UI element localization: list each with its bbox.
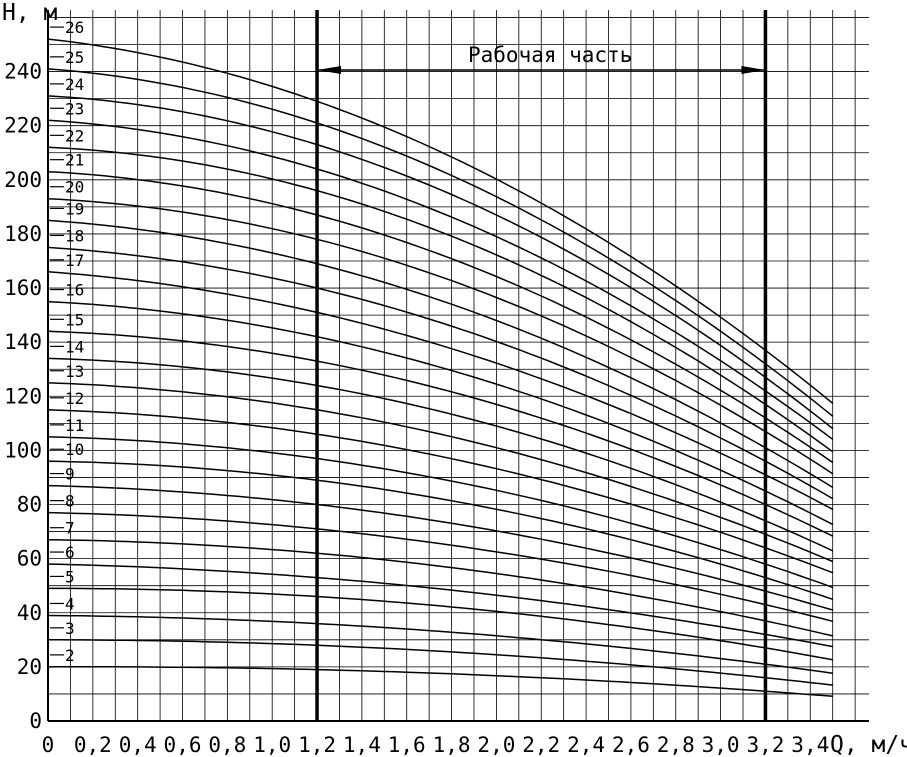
curve-21 bbox=[47, 170, 834, 464]
curve-label-6: 6 bbox=[65, 543, 75, 562]
x-tick-label: 2,2 bbox=[522, 733, 560, 757]
x-tick-label: 1,2 bbox=[298, 733, 336, 757]
x-tick-label: 0,6 bbox=[164, 733, 202, 757]
curve-label-4: 4 bbox=[65, 594, 75, 613]
y-tick-label: 200 bbox=[4, 168, 42, 192]
curve-25 bbox=[47, 68, 834, 417]
y-tick-label: 140 bbox=[4, 330, 42, 354]
curve-9 bbox=[47, 484, 833, 611]
curve-4 bbox=[47, 614, 833, 674]
curve-17 bbox=[47, 271, 834, 510]
x-tick-label: 1,4 bbox=[343, 733, 381, 757]
y-tick-label: 240 bbox=[4, 60, 42, 84]
y-tick-label: 180 bbox=[4, 222, 42, 246]
curve-label-15: 15 bbox=[65, 310, 84, 329]
curve-19 bbox=[47, 219, 834, 489]
y-axis-title: H, м bbox=[2, 0, 58, 26]
curve-13 bbox=[47, 382, 833, 563]
curve-7 bbox=[47, 538, 833, 637]
curve-15 bbox=[47, 330, 834, 537]
curve-labels: 2345678910111213141516171819202122232425… bbox=[50, 18, 84, 665]
curve-24 bbox=[47, 95, 834, 430]
curve-6 bbox=[47, 563, 833, 648]
curve-26 bbox=[47, 38, 834, 404]
x-tick-label: 1,0 bbox=[253, 733, 291, 757]
y-tick-label: 220 bbox=[4, 114, 42, 138]
x-tick-label: 3,0 bbox=[702, 733, 740, 757]
curve-label-2: 2 bbox=[65, 646, 75, 665]
curve-label-5: 5 bbox=[65, 567, 75, 586]
curve-10 bbox=[47, 460, 833, 601]
x-tick-label: 2,4 bbox=[567, 733, 605, 757]
curve-label-13: 13 bbox=[65, 362, 84, 381]
arrowhead-left-icon bbox=[317, 66, 342, 74]
y-tick-label: 100 bbox=[4, 438, 42, 462]
curve-label-11: 11 bbox=[65, 416, 84, 435]
x-tick-label: 3,2 bbox=[746, 733, 784, 757]
curve-label-10: 10 bbox=[65, 440, 84, 459]
curve-label-8: 8 bbox=[65, 492, 75, 511]
curve-16 bbox=[47, 300, 834, 526]
curve-label-18: 18 bbox=[65, 226, 84, 245]
curve-label-9: 9 bbox=[65, 465, 75, 484]
x-tick-label: 0,8 bbox=[208, 733, 246, 757]
curve-label-3: 3 bbox=[65, 619, 75, 638]
working-range-label: Рабочая часть bbox=[468, 43, 632, 67]
curve-23 bbox=[47, 119, 834, 440]
curve-label-24: 24 bbox=[65, 75, 84, 94]
curve-18 bbox=[47, 246, 834, 500]
curve-label-19: 19 bbox=[65, 199, 84, 218]
y-tick-label: 0 bbox=[29, 709, 42, 733]
curve-5 bbox=[48, 587, 833, 661]
x-tick-label: 0,2 bbox=[74, 733, 112, 757]
x-tick-label: 0 bbox=[42, 733, 55, 757]
curve-12 bbox=[47, 409, 833, 574]
curve-label-26: 26 bbox=[65, 18, 84, 37]
arrowhead-right-icon bbox=[741, 66, 766, 74]
x-tick-label: 2,8 bbox=[657, 733, 695, 757]
x-tick-label: 2,0 bbox=[477, 733, 515, 757]
x-tick-label: 1,8 bbox=[433, 733, 471, 757]
curve-14 bbox=[47, 357, 834, 552]
curve-3 bbox=[48, 639, 833, 686]
curve-11 bbox=[47, 436, 833, 589]
y-tick-label: 120 bbox=[4, 384, 42, 408]
x-tick-label: 1,6 bbox=[388, 733, 426, 757]
curve-22 bbox=[47, 146, 834, 453]
curve-label-7: 7 bbox=[65, 519, 75, 538]
y-tick-label: 160 bbox=[4, 276, 42, 300]
curve-label-25: 25 bbox=[65, 48, 84, 67]
curve-label-21: 21 bbox=[65, 151, 84, 170]
y-tick-label: 60 bbox=[17, 547, 42, 571]
working-range bbox=[315, 10, 768, 721]
curve-label-16: 16 bbox=[65, 281, 84, 300]
curve-label-22: 22 bbox=[65, 126, 84, 145]
curve-20 bbox=[47, 197, 834, 475]
y-tick-label: 40 bbox=[17, 601, 42, 625]
curve-8 bbox=[47, 511, 833, 623]
x-axis-title: Q, м/ч bbox=[830, 732, 907, 757]
ticks: 0 0,2 0,4 0,6 0,8 1,0 1,2 1,4 1,6 1,8 2,0 2,2 2,4 2,6… bbox=[4, 60, 829, 757]
y-tick-label: 80 bbox=[17, 493, 42, 517]
curve-label-12: 12 bbox=[65, 389, 84, 408]
x-tick-label: 2,6 bbox=[612, 733, 650, 757]
curve-label-17: 17 bbox=[65, 251, 84, 270]
curve-2 bbox=[47, 666, 833, 698]
curve-label-20: 20 bbox=[65, 178, 84, 197]
axes bbox=[47, 10, 869, 722]
x-tick-label: 3,4 bbox=[791, 733, 829, 757]
curve-label-14: 14 bbox=[65, 337, 84, 356]
y-tick-label: 20 bbox=[17, 655, 42, 679]
curve-label-23: 23 bbox=[65, 99, 84, 118]
x-tick-label: 0,4 bbox=[119, 733, 157, 757]
curves bbox=[47, 38, 834, 698]
